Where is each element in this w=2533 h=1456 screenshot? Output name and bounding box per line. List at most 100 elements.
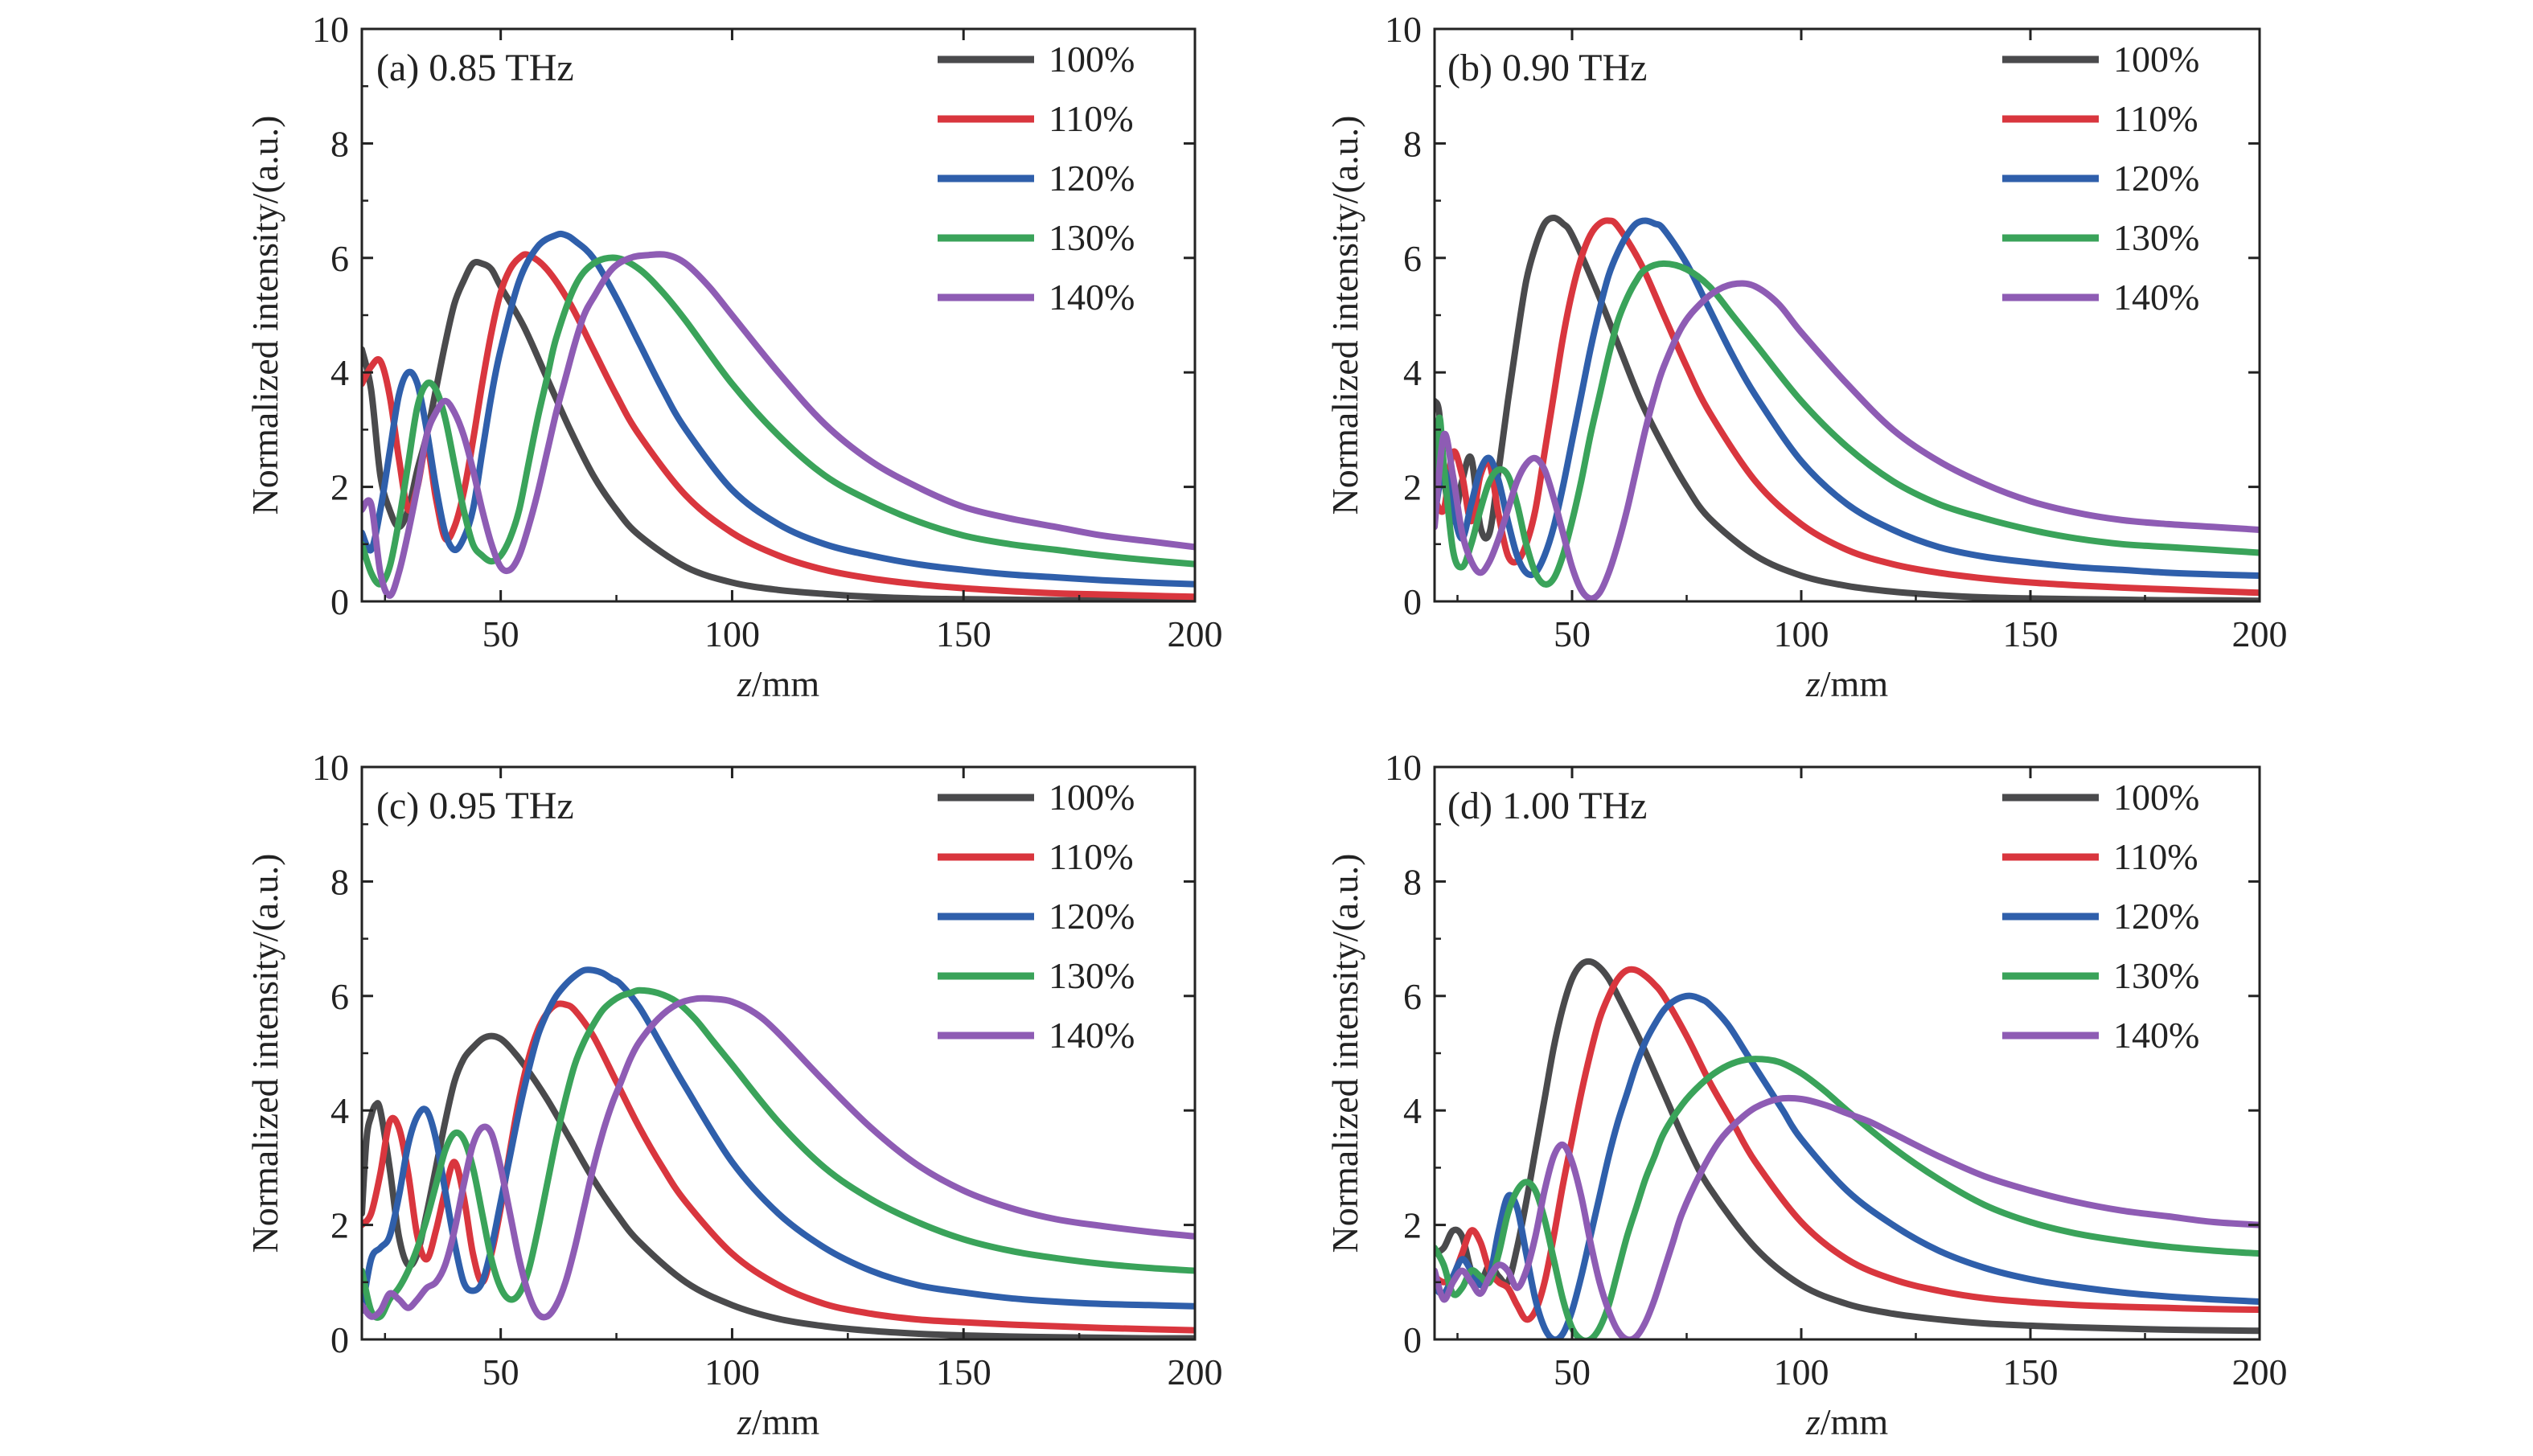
y-tick-label: 8 <box>330 123 349 164</box>
legend-label: 120% <box>1049 158 1135 199</box>
legend-item: 100% <box>2002 777 2199 818</box>
plot-area: 50 100 150 200 0 2 4 6 8 10 100% 110% 120% 130% 140% <box>312 747 1223 1392</box>
legend-item: 100% <box>2002 39 2199 80</box>
y-axis-label: Normalized intensity/(a.u.) <box>244 116 285 515</box>
legend: 100% 110% 120% 130% 140% <box>2002 777 2199 1056</box>
y-tick-label: 10 <box>312 747 349 788</box>
legend-item: 110% <box>938 836 1134 877</box>
plot-area: 50 100 150 200 0 2 4 6 8 10 100% 110% 120% 130% 140% <box>1385 747 2288 1392</box>
series-line-140% <box>1435 1094 2260 1339</box>
y-tick-label: 2 <box>330 1205 349 1246</box>
legend-label: 140% <box>2113 1015 2199 1056</box>
legend-label: 120% <box>2113 896 2199 937</box>
y-tick-label: 0 <box>1403 581 1422 622</box>
y-axis-label: Normalized intensity/(a.u.) <box>1324 116 1365 515</box>
y-tick-label: 0 <box>330 1319 349 1360</box>
legend-item: 120% <box>2002 158 2199 199</box>
panel-label: (c) 0.95 THz <box>376 785 574 827</box>
x-tick-label: 200 <box>1168 613 1223 654</box>
series-line-120% <box>362 966 1195 1315</box>
series-group <box>362 230 1195 601</box>
legend-item: 120% <box>938 158 1135 199</box>
series-group <box>1435 215 2260 601</box>
series-line-110% <box>1435 966 2260 1323</box>
x-tick-label: 50 <box>1554 613 1591 654</box>
x-tick-label: 100 <box>704 1351 760 1392</box>
legend-label: 140% <box>1049 1015 1135 1056</box>
y-tick-label: 4 <box>330 352 349 393</box>
legend-item: 140% <box>938 1015 1135 1056</box>
legend: 100% 110% 120% 130% 140% <box>938 39 1135 318</box>
x-tick-label: 150 <box>936 613 991 654</box>
plot-area: 50 100 150 200 0 2 4 6 8 10 100% 110% 120% 130% 140% <box>312 9 1223 654</box>
legend-label: 110% <box>2113 836 2198 877</box>
legend-item: 110% <box>938 98 1134 139</box>
legend-label: 110% <box>2113 98 2198 139</box>
y-axis-label: Normalized intensity/(a.u.) <box>244 854 285 1253</box>
x-axis-label: z/mm <box>1805 1401 1888 1442</box>
series-line-120% <box>1435 992 2260 1339</box>
legend-item: 140% <box>2002 1015 2199 1056</box>
y-tick-label: 2 <box>1403 467 1422 508</box>
panel-label: (b) 0.90 THz <box>1447 47 1647 89</box>
legend-label: 120% <box>2113 158 2199 199</box>
y-tick-label: 0 <box>330 581 349 622</box>
panel-a: 50 100 150 200 0 2 4 6 8 10 100% 110% 120% 130% 140% (… <box>244 9 1223 704</box>
panel-label: (d) 1.00 THz <box>1447 785 1647 827</box>
legend-item: 130% <box>938 217 1135 258</box>
legend-item: 130% <box>2002 217 2199 258</box>
x-tick-label: 150 <box>2003 1351 2059 1392</box>
x-tick-label: 200 <box>2232 1351 2288 1392</box>
y-tick-label: 4 <box>330 1090 349 1131</box>
legend-label: 100% <box>2113 777 2199 818</box>
series-line-100% <box>362 1032 1195 1339</box>
series-line-140% <box>1435 280 2260 601</box>
x-tick-label: 150 <box>936 1351 991 1392</box>
legend-item: 100% <box>938 777 1135 818</box>
y-tick-label: 6 <box>330 976 349 1017</box>
panel-label: (a) 0.85 THz <box>376 47 574 89</box>
legend-item: 100% <box>938 39 1135 80</box>
y-tick-label: 10 <box>1385 747 1422 788</box>
y-tick-label: 2 <box>330 467 349 508</box>
legend-label: 110% <box>1049 98 1134 139</box>
legend-label: 130% <box>2113 217 2199 258</box>
y-tick-label: 6 <box>1403 976 1422 1017</box>
panel-c: 50 100 150 200 0 2 4 6 8 10 100% 110% 120% 130% 140% (… <box>244 747 1223 1442</box>
legend-item: 120% <box>2002 896 2199 937</box>
y-tick-label: 6 <box>1403 238 1422 279</box>
x-tick-label: 50 <box>482 1351 519 1392</box>
series-group <box>1435 958 2260 1339</box>
legend-item: 140% <box>2002 277 2199 318</box>
x-tick-label: 50 <box>482 613 519 654</box>
y-tick-label: 4 <box>1403 1090 1422 1131</box>
x-tick-label: 150 <box>2003 613 2059 654</box>
series-line-120% <box>362 230 1195 588</box>
legend: 100% 110% 120% 130% 140% <box>2002 39 2199 318</box>
y-tick-label: 8 <box>330 861 349 902</box>
legend-item: 110% <box>2002 836 2198 877</box>
legend-label: 110% <box>1049 836 1134 877</box>
x-tick-label: 50 <box>1554 1351 1591 1392</box>
legend-item: 110% <box>2002 98 2198 139</box>
series-line-130% <box>1435 1056 2260 1339</box>
series-line-130% <box>362 986 1195 1321</box>
series-line-130% <box>362 254 1195 588</box>
legend-label: 100% <box>1049 39 1135 80</box>
series-line-140% <box>362 995 1195 1321</box>
y-tick-label: 10 <box>312 9 349 50</box>
series-line-110% <box>1435 217 2260 597</box>
x-axis-label: z/mm <box>737 1401 819 1442</box>
y-axis-label: Normalized intensity/(a.u.) <box>1324 854 1365 1253</box>
legend-label: 130% <box>1049 217 1135 258</box>
x-tick-label: 200 <box>1168 1351 1223 1392</box>
y-tick-label: 4 <box>1403 352 1422 393</box>
legend-label: 100% <box>2113 39 2199 80</box>
x-tick-label: 100 <box>1774 613 1829 654</box>
panel-d: 50 100 150 200 0 2 4 6 8 10 100% 110% 120% 130% 140% (… <box>1324 747 2288 1442</box>
x-tick-label: 100 <box>704 613 760 654</box>
legend: 100% 110% 120% 130% 140% <box>938 777 1135 1056</box>
legend-label: 140% <box>2113 277 2199 318</box>
series-line-130% <box>1435 260 2260 588</box>
